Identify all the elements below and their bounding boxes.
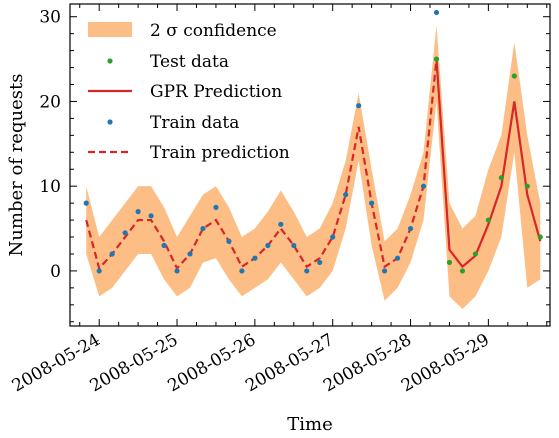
test-data-point bbox=[485, 217, 491, 223]
train-data-point bbox=[239, 268, 245, 274]
x-axis-label: Time bbox=[287, 414, 332, 435]
train-data-point bbox=[278, 221, 284, 227]
train-data-point bbox=[213, 204, 219, 210]
test-data-point bbox=[524, 183, 530, 189]
train-data-point bbox=[291, 242, 297, 249]
train-data-point bbox=[330, 234, 336, 240]
train-data-point bbox=[174, 268, 180, 274]
legend-confidence-swatch bbox=[88, 22, 132, 37]
train-data-point bbox=[187, 251, 193, 257]
train-data-point bbox=[226, 238, 232, 244]
x-tick-label: 2008-05-29 bbox=[398, 330, 493, 396]
legend-label: 2 σ confidence bbox=[150, 21, 277, 41]
x-tick-label: 2008-05-26 bbox=[164, 330, 259, 396]
test-data-point bbox=[446, 259, 453, 266]
train-data-point bbox=[265, 242, 271, 249]
legend-label: Test data bbox=[150, 52, 229, 72]
y-tick-label: 30 bbox=[39, 8, 61, 28]
train-data-point bbox=[135, 209, 141, 215]
train-data-point bbox=[304, 268, 310, 274]
train-data-point bbox=[343, 192, 349, 198]
train-data-point bbox=[252, 255, 258, 261]
x-tick-label: 2008-05-25 bbox=[87, 330, 182, 396]
test-data-point bbox=[511, 73, 517, 79]
legend: 2 σ confidence Test data GPR Prediction Tra… bbox=[88, 21, 290, 163]
train-data-point bbox=[369, 200, 375, 206]
x-tick-label: 2008-05-24 bbox=[9, 330, 104, 396]
test-data-point bbox=[537, 234, 543, 240]
plot-layer bbox=[83, 9, 543, 310]
plot-frame bbox=[69, 3, 551, 327]
x-tick-label: 2008-05-27 bbox=[242, 330, 337, 396]
legend-label: Train prediction bbox=[150, 143, 290, 163]
train-data-point bbox=[420, 183, 427, 189]
train-data-point bbox=[407, 225, 414, 232]
train-data-point bbox=[83, 200, 89, 206]
legend-test-data-swatch bbox=[107, 58, 113, 64]
legend-label: GPR Prediction bbox=[150, 82, 282, 102]
train-data-point bbox=[96, 268, 102, 274]
train-data-point bbox=[161, 242, 167, 249]
test-data-point bbox=[472, 251, 479, 257]
train-data-point bbox=[200, 225, 206, 232]
y-axis-label: Number of requests bbox=[6, 74, 27, 257]
x-tick-label: 2008-05-28 bbox=[320, 330, 415, 396]
train-data-point bbox=[109, 251, 115, 257]
y-tick-label: 0 bbox=[50, 262, 61, 282]
train-data-point bbox=[394, 255, 401, 261]
train-data-point bbox=[433, 9, 440, 16]
train-prediction-line bbox=[85, 58, 438, 271]
test-data-point bbox=[498, 175, 504, 181]
train-data-point bbox=[381, 268, 388, 274]
gpr-prediction-line bbox=[435, 59, 542, 269]
train-data-point bbox=[122, 230, 128, 236]
test-data-point bbox=[459, 268, 466, 274]
train-data-point bbox=[356, 103, 362, 109]
test-data-point bbox=[433, 56, 440, 62]
train-data-point bbox=[317, 259, 323, 266]
legend-train-data-swatch bbox=[107, 119, 113, 125]
train-data-point bbox=[148, 213, 154, 219]
y-tick-label: 20 bbox=[39, 92, 61, 112]
legend-label: Train data bbox=[150, 113, 239, 133]
y-tick-label: 10 bbox=[39, 177, 61, 197]
confidence-band bbox=[86, 25, 541, 310]
